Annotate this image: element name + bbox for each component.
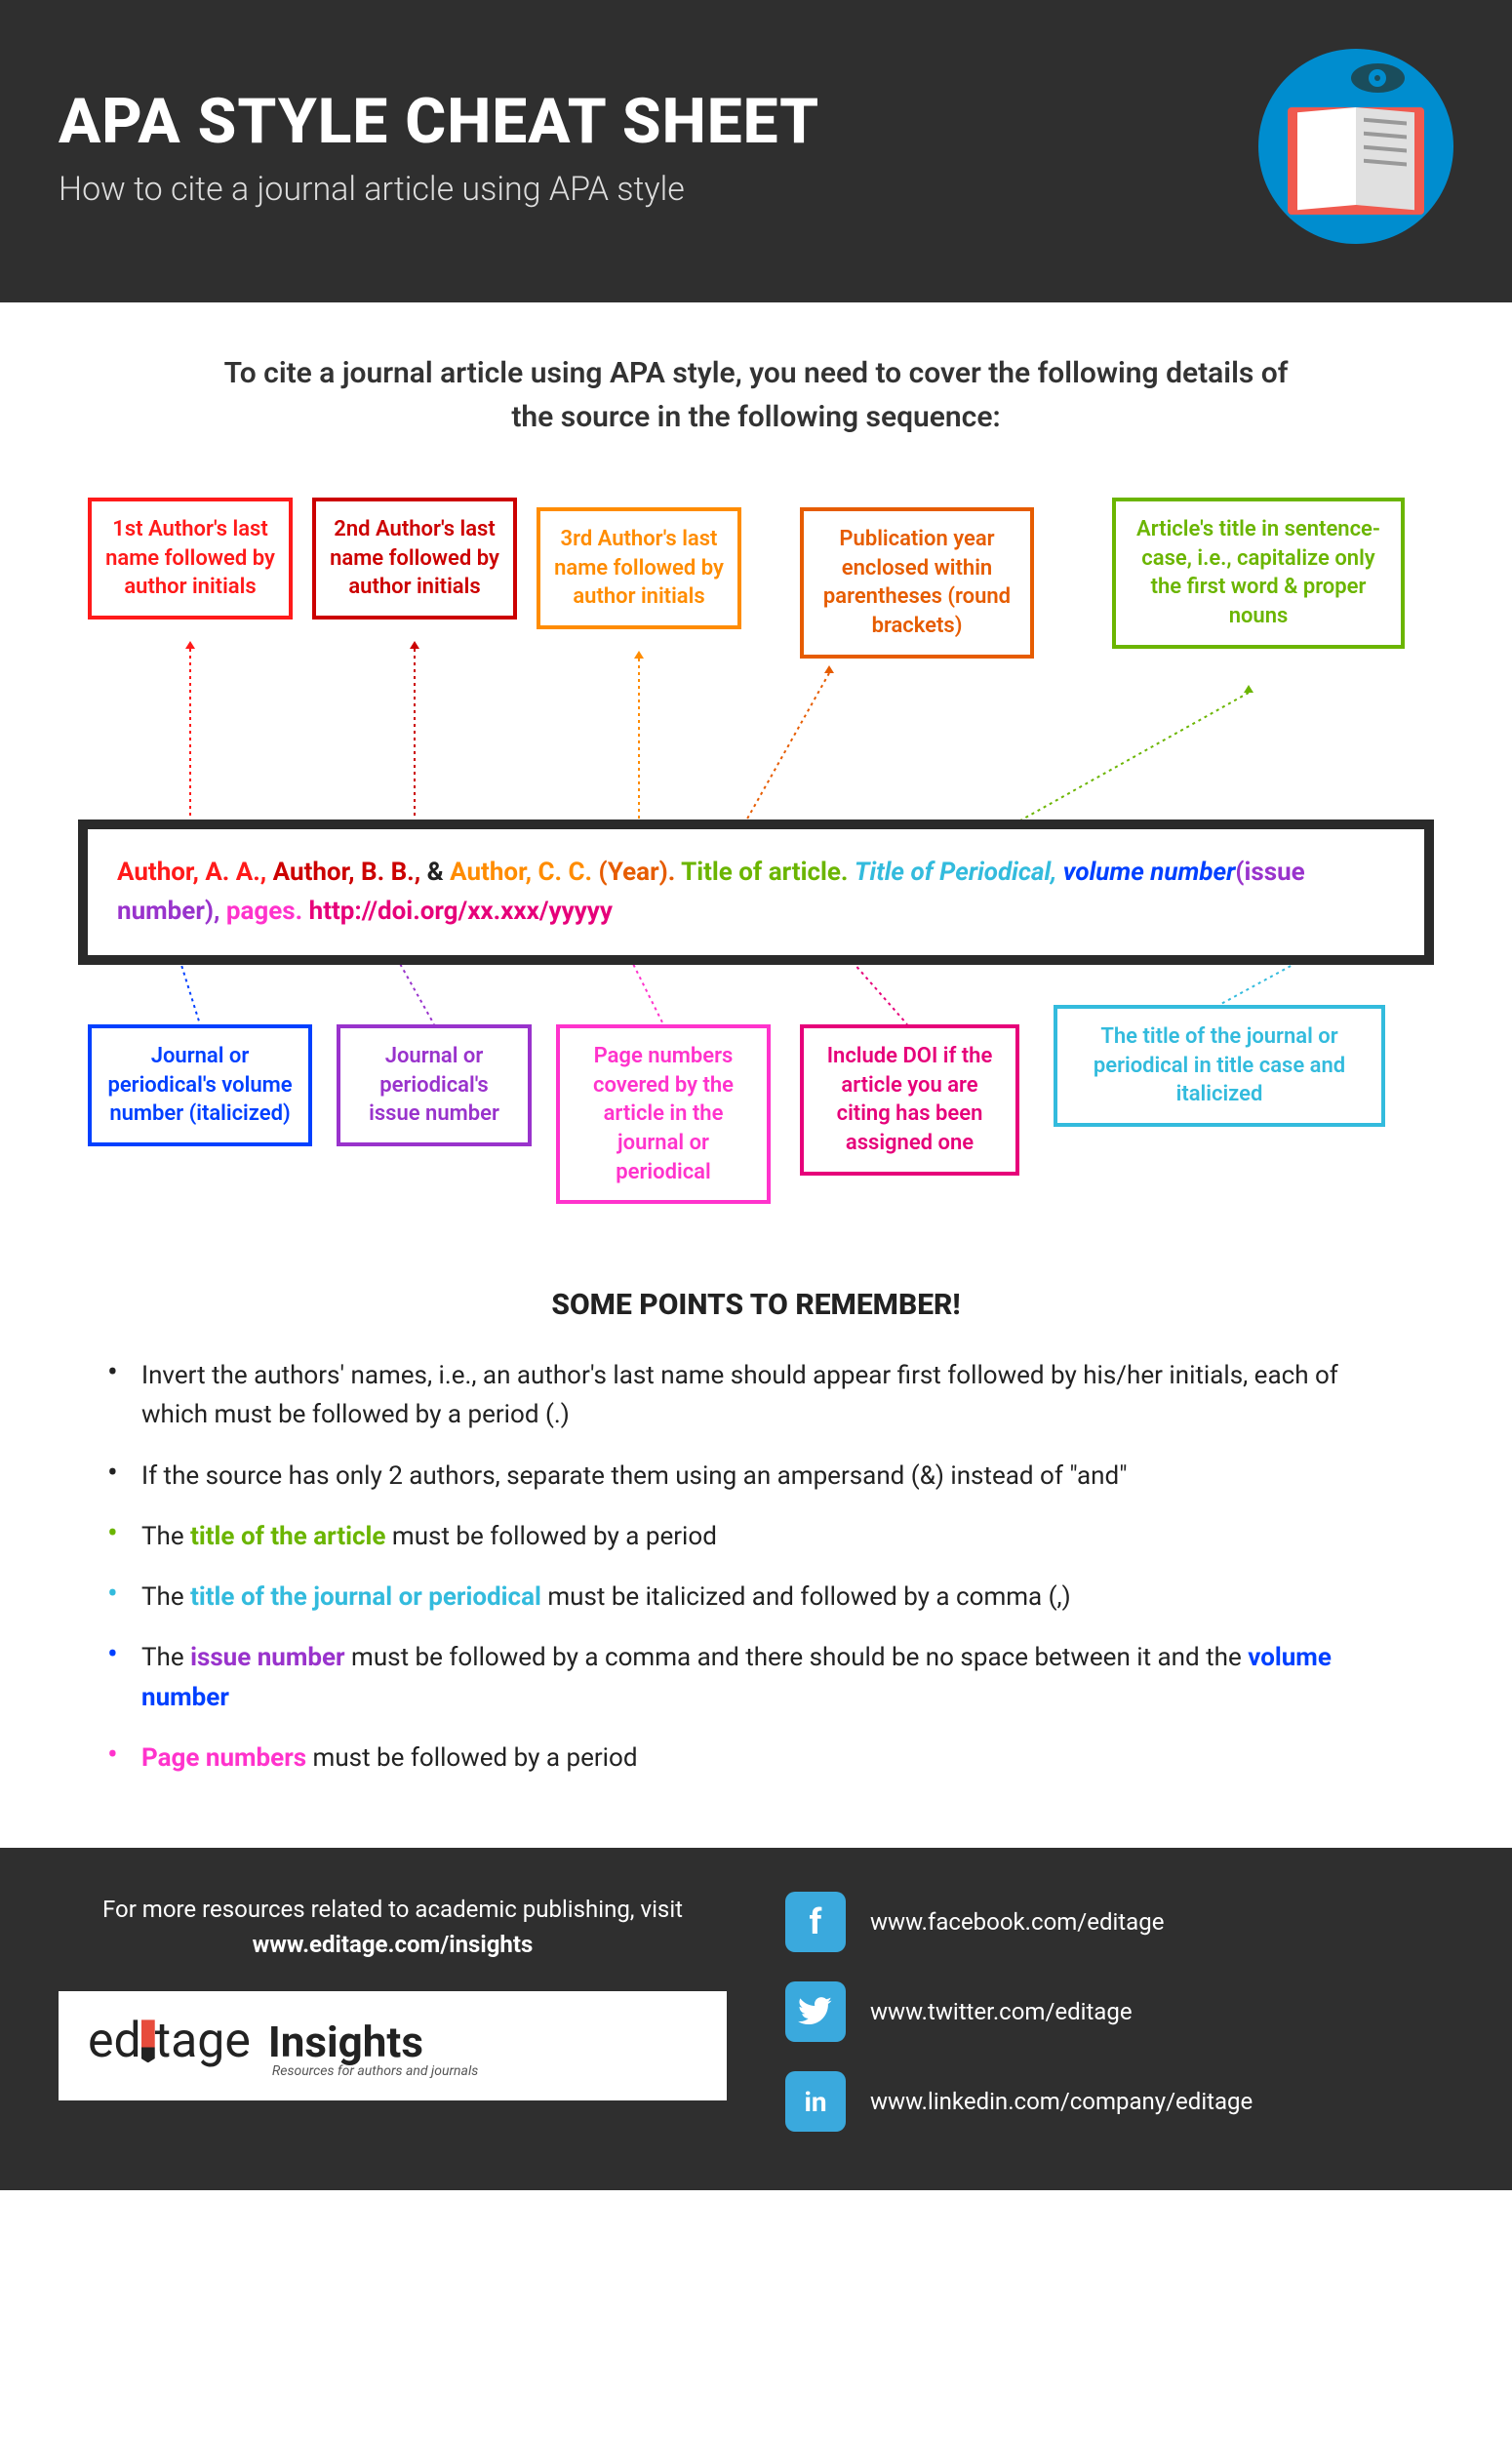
- bottom-box-2: Page numbers covered by the article in t…: [556, 1024, 771, 1204]
- top-box-0: 1st Author's last name followed by autho…: [88, 498, 293, 620]
- top-box-2: 3rd Author's last name followed by autho…: [537, 507, 741, 629]
- points-section: SOME POINTS TO REMEMBER! Invert the auth…: [78, 1288, 1434, 1778]
- in-icon: in: [785, 2071, 846, 2132]
- point-item-4: The issue number must be followed by a c…: [107, 1638, 1405, 1717]
- social-link-0[interactable]: f www.facebook.com/editage: [785, 1892, 1453, 1952]
- social-url: www.facebook.com/editage: [870, 1908, 1164, 1936]
- social-url: www.twitter.com/editage: [870, 1998, 1133, 2025]
- page-subtitle: How to cite a journal article using APA …: [59, 170, 819, 209]
- bottom-box-1: Journal or periodical's issue number: [337, 1024, 532, 1146]
- points-heading: SOME POINTS TO REMEMBER!: [78, 1288, 1434, 1322]
- editage-logo: edtage InsightsResources for authors and…: [59, 1991, 727, 2100]
- t-icon: [785, 1981, 846, 2042]
- header: APA STYLE CHEAT SHEET How to cite a jour…: [0, 0, 1512, 302]
- book-eye-icon: [1258, 49, 1453, 244]
- main-content: To cite a journal article using APA styl…: [39, 302, 1473, 1848]
- top-box-1: 2nd Author's last name followed by autho…: [312, 498, 517, 620]
- point-item-2: The title of the article must be followe…: [107, 1517, 1405, 1556]
- citation-diagram: 1st Author's last name followed by autho…: [78, 498, 1434, 1259]
- bottom-box-3: Include DOI if the article you are citin…: [800, 1024, 1019, 1176]
- intro-text: To cite a journal article using APA styl…: [219, 351, 1293, 439]
- top-box-4: Article's title in sentence-case, i.e., …: [1112, 498, 1405, 649]
- point-item-5: Page numbers must be followed by a perio…: [107, 1739, 1405, 1778]
- social-link-1[interactable]: www.twitter.com/editage: [785, 1981, 1453, 2042]
- footer-resource-text: For more resources related to academic p…: [59, 1892, 727, 1962]
- point-item-1: If the source has only 2 authors, separa…: [107, 1457, 1405, 1496]
- footer: For more resources related to academic p…: [0, 1848, 1512, 2190]
- bottom-box-4: The title of the journal or periodical i…: [1054, 1005, 1385, 1127]
- bottom-box-0: Journal or periodical's volume number (i…: [88, 1024, 312, 1146]
- points-list: Invert the authors' names, i.e., an auth…: [78, 1356, 1434, 1778]
- top-box-3: Publication year enclosed within parenth…: [800, 507, 1034, 659]
- point-item-3: The title of the journal or periodical m…: [107, 1578, 1405, 1617]
- point-item-0: Invert the authors' names, i.e., an auth…: [107, 1356, 1405, 1435]
- page-title: APA STYLE CHEAT SHEET: [59, 85, 819, 158]
- social-url: www.linkedin.com/company/editage: [870, 2088, 1253, 2115]
- social-link-2[interactable]: in www.linkedin.com/company/editage: [785, 2071, 1453, 2132]
- citation-example: Author, A. A., Author, B. B., & Author, …: [78, 820, 1434, 965]
- f-icon: f: [785, 1892, 846, 1952]
